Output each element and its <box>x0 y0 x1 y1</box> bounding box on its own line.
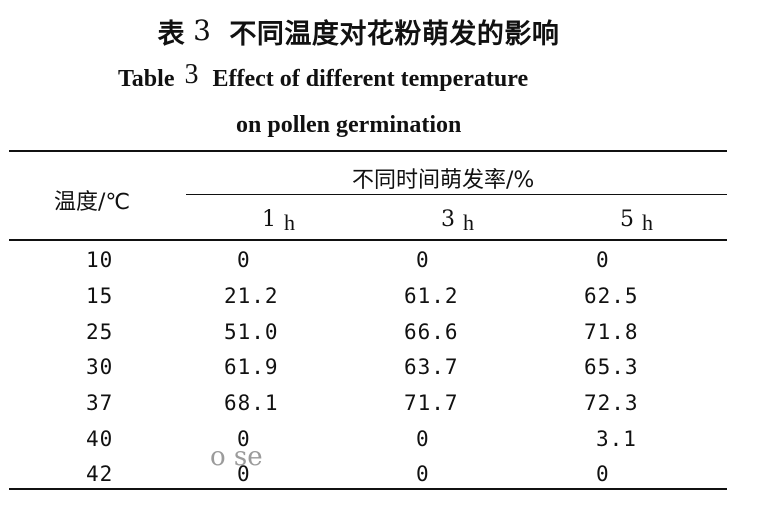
cell-rate-3h: 63.7 <box>404 355 459 379</box>
cell-rate-1h: 51.0 <box>224 320 279 344</box>
cell-rate-1h: 0 <box>237 462 251 486</box>
cell-rate-1h: 0 <box>237 248 251 272</box>
table-caption-en-line1: Effect of different temperature <box>212 66 529 92</box>
cell-temperature: 10 <box>86 248 114 272</box>
cell-rate-1h: 61.9 <box>224 355 279 379</box>
table-label-en: Table <box>118 66 175 92</box>
cell-rate-5h: 3.1 <box>596 427 637 451</box>
cell-rate-3h: 61.2 <box>404 284 459 308</box>
cell-rate-5h: 71.8 <box>584 320 639 344</box>
watermark-text: o se <box>210 442 263 472</box>
column-header-temperature: 温度/℃ <box>54 190 131 215</box>
cell-rate-3h: 0 <box>416 248 430 272</box>
table-header-rule <box>9 239 727 241</box>
cell-rate-3h: 71.7 <box>404 391 459 415</box>
cell-rate-5h: 0 <box>596 462 610 486</box>
cell-temperature: 40 <box>86 427 114 451</box>
time-value: 3 <box>441 207 455 232</box>
time-unit: h <box>642 210 653 235</box>
cell-rate-3h: 0 <box>416 462 430 486</box>
time-unit: h <box>463 210 474 235</box>
cell-rate-3h: 0 <box>416 427 430 451</box>
cell-temperature: 42 <box>86 462 114 486</box>
time-value: 1 <box>262 207 276 232</box>
cell-temperature: 15 <box>86 284 114 308</box>
cell-rate-1h: 0 <box>237 427 251 451</box>
cell-rate-1h: 21.2 <box>224 284 279 308</box>
cell-rate-1h: 68.1 <box>224 391 279 415</box>
table-number-en: 3 <box>184 59 199 90</box>
table-title-cn: 表 3 不同温度对花粉萌发的影响 <box>0 12 757 51</box>
table-number-cn: 3 <box>193 14 212 47</box>
cell-rate-5h: 65.3 <box>584 355 639 379</box>
cell-rate-5h: 0 <box>596 248 610 272</box>
cell-temperature: 37 <box>86 391 114 415</box>
cell-temperature: 25 <box>86 320 114 344</box>
table-group-rule <box>186 194 727 195</box>
table-bottom-rule <box>9 488 727 490</box>
cell-rate-5h: 62.5 <box>584 284 639 308</box>
cell-temperature: 30 <box>86 355 114 379</box>
table-title-en: Table 3 Effect of different temperature <box>118 59 529 94</box>
table-top-rule <box>9 150 727 152</box>
column-group-header-germination-rate: 不同时间萌发率/% <box>352 168 535 193</box>
table-caption-cn: 不同温度对花粉萌发的影响 <box>229 19 560 50</box>
time-value: 5 <box>620 207 634 232</box>
table-caption-en-line2: on pollen germination <box>236 112 462 138</box>
cell-rate-3h: 66.6 <box>404 320 459 344</box>
time-unit: h <box>284 210 295 235</box>
cell-rate-5h: 72.3 <box>584 391 639 415</box>
table-label-cn: 表 <box>157 19 186 50</box>
